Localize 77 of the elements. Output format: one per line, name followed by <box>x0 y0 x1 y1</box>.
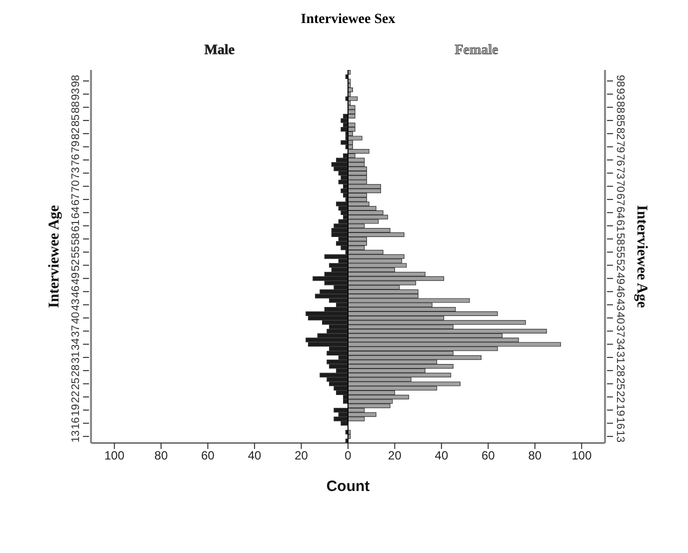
bar <box>348 109 356 114</box>
text: Male <box>203 43 236 59</box>
y-tick-label: 52 <box>70 259 82 272</box>
text: Female <box>454 43 500 59</box>
y-tick-label: 49 <box>70 272 82 285</box>
category-label: 28 <box>614 364 626 377</box>
y-tick-label: 46 <box>70 285 82 298</box>
chart-title: Interviewee Sex <box>300 12 396 28</box>
category-label: 16 <box>614 417 626 430</box>
category-label: 98 <box>614 74 626 88</box>
y-tick-label: 58 <box>70 232 82 246</box>
y-tick-label: 64 <box>70 206 82 219</box>
category-label: 19 <box>614 404 626 416</box>
category-label: 37 <box>614 324 626 338</box>
y-tick-label: 37 <box>70 324 82 338</box>
category-label: 82 <box>614 128 626 140</box>
y-tick-label: 13 <box>70 430 82 443</box>
x-tick-label: 60 <box>201 448 215 463</box>
y-tick-label: 31 <box>70 351 82 364</box>
y-tick-label: 40 <box>70 312 82 324</box>
y-tick-label: 67 <box>70 193 82 206</box>
y-tick-label: 22 <box>70 390 82 404</box>
bar <box>348 197 367 202</box>
category-label: 46 <box>614 285 626 298</box>
category-label: 13 <box>614 430 626 443</box>
category-label: 34 <box>614 338 626 350</box>
bar <box>348 136 362 140</box>
x-tick-label: 0 <box>344 448 352 463</box>
y-axis-title: Interviewee Age <box>46 204 62 308</box>
category-label: 76 <box>614 154 626 166</box>
x-tick-label: 100 <box>104 448 125 463</box>
category-label: 64 <box>614 206 626 219</box>
y-tick-label: 34 <box>70 338 82 350</box>
y-tick-label: 25 <box>70 378 82 390</box>
y-tick-label: 79 <box>70 140 82 153</box>
category-label: 61 <box>614 220 626 232</box>
category-label: 79 <box>614 140 626 153</box>
y-tick-label: 19 <box>70 404 82 416</box>
y-tick-label: 82 <box>70 128 82 140</box>
y-tick-label: 43 <box>70 298 82 311</box>
x-tick-label: 40 <box>248 448 262 463</box>
y-tick-label: 28 <box>70 364 82 377</box>
y-tick-label: 55 <box>70 246 82 258</box>
x-tick-label: 40 <box>434 448 448 463</box>
category-label: 22 <box>614 390 626 404</box>
y-tick-label: 70 <box>70 180 82 192</box>
x-tick-label: 100 <box>572 448 592 463</box>
category-label: 73 <box>614 167 626 180</box>
category-label: 25 <box>614 378 626 390</box>
x-axis-title: Count <box>326 478 370 495</box>
y-tick-label: 93 <box>70 88 82 100</box>
category-label: 67 <box>614 193 626 206</box>
y-tick-label: 85 <box>70 114 82 127</box>
y-tick-label: 73 <box>70 167 82 180</box>
category-label: 58 <box>614 232 626 246</box>
x-tick-label: 20 <box>294 448 308 463</box>
x-tick-label: 80 <box>528 448 542 463</box>
category-label: 43 <box>614 298 626 311</box>
y-tick-label: 16 <box>70 417 82 430</box>
bar <box>348 148 370 154</box>
y2-axis-title: Interviewee Age <box>634 205 650 308</box>
category-label: 55 <box>614 246 626 258</box>
category-label: 85 <box>614 114 626 127</box>
category-label: 40 <box>614 312 626 324</box>
y-tick-label: 76 <box>70 154 82 166</box>
category-label: 49 <box>614 272 626 285</box>
y-tick-label: 88 <box>70 101 82 114</box>
category-label: 70 <box>614 180 626 192</box>
y-tick-label: 61 <box>70 220 82 232</box>
category-label: 31 <box>614 351 626 364</box>
x-tick-label: 60 <box>482 448 496 463</box>
x-tick-label: 80 <box>154 448 168 463</box>
category-label: 88 <box>614 101 626 114</box>
category-label: 52 <box>614 259 626 272</box>
x-tick-label: 20 <box>388 448 402 463</box>
y-tick-label: 98 <box>70 74 82 88</box>
category-label: 93 <box>614 88 626 100</box>
